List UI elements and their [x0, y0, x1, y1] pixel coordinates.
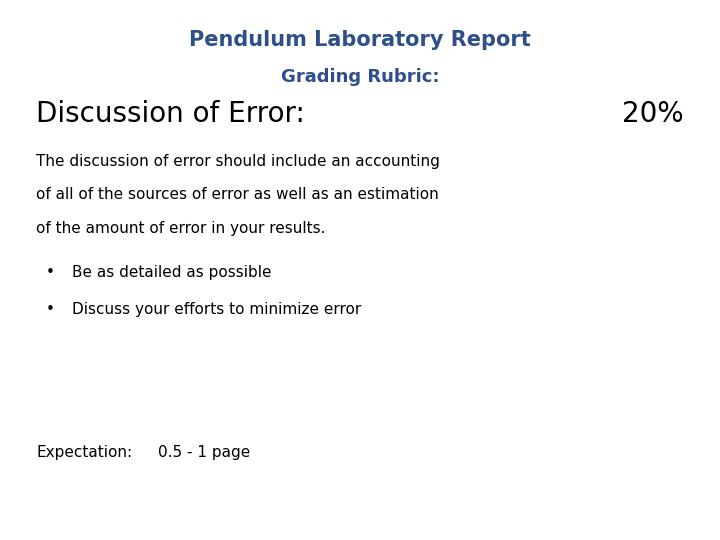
Text: Expectation:: Expectation: — [36, 446, 132, 461]
Text: •: • — [46, 302, 55, 318]
Text: of the amount of error in your results.: of the amount of error in your results. — [36, 221, 325, 236]
Text: •: • — [46, 265, 55, 280]
Text: Discussion of Error:: Discussion of Error: — [36, 100, 305, 128]
Text: 20%: 20% — [622, 100, 684, 128]
Text: of all of the sources of error as well as an estimation: of all of the sources of error as well a… — [36, 187, 438, 202]
Text: The discussion of error should include an accounting: The discussion of error should include a… — [36, 154, 440, 169]
Text: Pendulum Laboratory Report: Pendulum Laboratory Report — [189, 30, 531, 50]
Text: Be as detailed as possible: Be as detailed as possible — [72, 265, 271, 280]
Text: 0.5 - 1 page: 0.5 - 1 page — [158, 446, 251, 461]
Text: Grading Rubric:: Grading Rubric: — [281, 68, 439, 85]
Text: Discuss your efforts to minimize error: Discuss your efforts to minimize error — [72, 302, 361, 318]
